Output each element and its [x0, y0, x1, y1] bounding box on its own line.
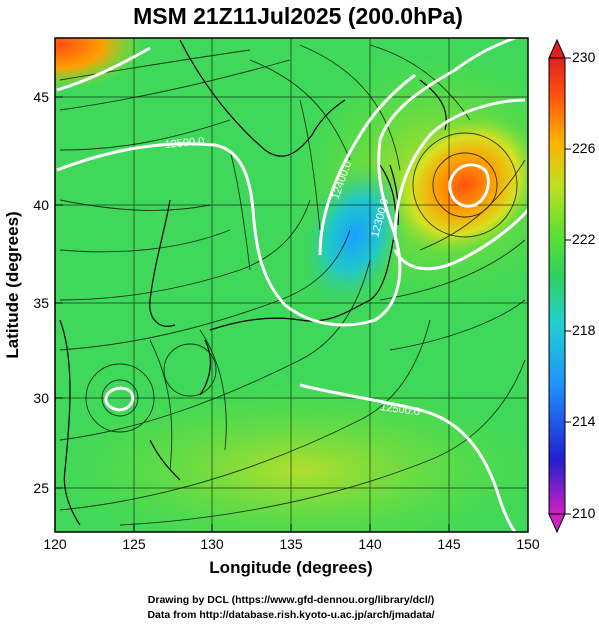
footer-data-source-line: Data from http://database.rish.kyoto-u.a…	[147, 609, 434, 621]
contour-12500-north	[56, 38, 516, 327]
y-tick-label: 40	[33, 197, 49, 213]
x-tick-label: 140	[358, 536, 382, 552]
colorbar: 230 226 222 218 214 210	[548, 38, 596, 534]
y-tick-label: 45	[33, 89, 49, 105]
x-axis-label: Longitude (degrees)	[209, 558, 372, 577]
x-tick-label: 125	[122, 536, 146, 552]
y-tick-label: 25	[33, 480, 49, 496]
colorbar-tick-label: 214	[572, 413, 596, 429]
contour-12300	[318, 73, 416, 256]
y-tick-label: 35	[33, 295, 49, 311]
colorbar-tick-label: 210	[572, 505, 596, 521]
x-tick-label: 135	[279, 536, 303, 552]
x-tick-label: 150	[516, 536, 540, 552]
y-tick-label: 30	[33, 390, 49, 406]
contour-12500-east	[393, 209, 528, 271]
contour-12400	[393, 98, 526, 241]
coastlines	[59, 39, 447, 526]
colorbar-tick-label: 222	[572, 231, 596, 247]
y-axis-label: Latitude (degrees)	[3, 211, 22, 358]
colorbar-top-arrow	[548, 38, 566, 59]
warm-high	[389, 114, 528, 256]
height-contours	[56, 38, 528, 532]
colorbar-tick-label: 226	[572, 140, 596, 156]
x-tick-label: 145	[437, 536, 461, 552]
warm-region-south	[55, 380, 528, 532]
colorbar-tick-label: 230	[572, 49, 596, 65]
contour-label-1: 12500.0	[164, 136, 205, 151]
colorbar-bottom-arrow	[548, 513, 566, 534]
colorbar-tick-label: 218	[572, 322, 596, 338]
x-tick-label: 120	[43, 536, 67, 552]
x-axis: 120 125 130 135 140 145 150 Longitude (d…	[43, 524, 540, 577]
contour-nw	[56, 46, 151, 92]
colorbar-gradient	[548, 57, 566, 515]
contour-high-center	[448, 163, 490, 208]
plot-area: 12500.0 12400.0 12300.0 12500.0	[55, 38, 528, 532]
chart-title: MSM 21Z11Jul2025 (200.0hPa)	[133, 3, 463, 29]
footer-credit-line: Drawing by DCL (https://www.gfd-dennou.o…	[148, 594, 434, 606]
contour-12500-south	[299, 383, 517, 532]
contour-low-sw	[104, 386, 135, 412]
contour-label-4: 12500.0	[380, 401, 421, 418]
y-axis: 25 30 35 40 45 Latitude (degrees)	[3, 89, 63, 496]
wind-streamlines	[59, 44, 526, 526]
x-tick-label: 130	[200, 536, 224, 552]
